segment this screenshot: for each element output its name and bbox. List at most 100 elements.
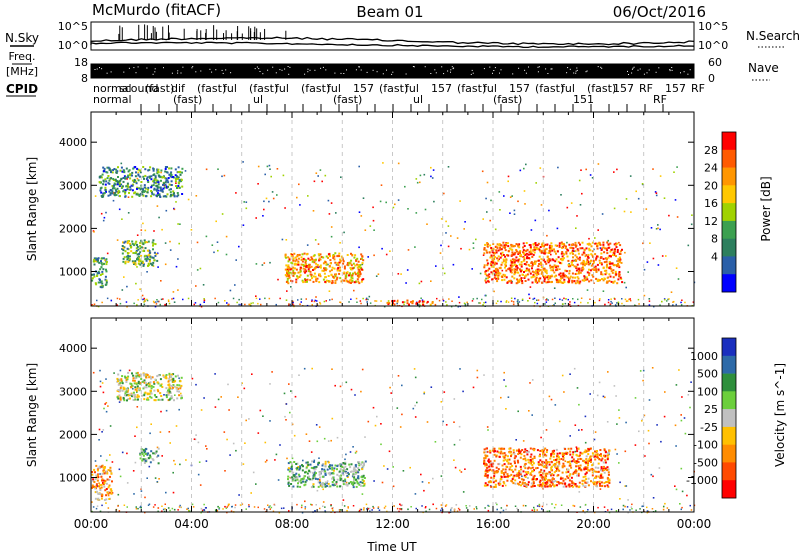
echo-cell xyxy=(569,373,571,375)
echo-cell xyxy=(547,275,550,278)
echo-cell xyxy=(180,394,183,397)
echo-cell xyxy=(532,243,535,246)
echo-cell xyxy=(240,303,242,306)
echo-cell xyxy=(544,481,547,484)
echo-cell xyxy=(136,387,139,390)
echo-cell xyxy=(287,480,290,483)
echo-cell xyxy=(383,305,386,308)
echo-cell xyxy=(358,265,361,268)
echo-cell xyxy=(99,176,102,179)
echo-cell xyxy=(287,275,290,277)
echo-cell xyxy=(627,271,629,273)
echo-cell xyxy=(551,482,554,485)
echo-cell xyxy=(139,263,142,266)
echo-cell xyxy=(625,198,628,200)
echo-cell xyxy=(134,260,137,263)
echo-cell xyxy=(221,213,224,215)
echo-cell xyxy=(523,263,526,265)
echo-cell xyxy=(164,195,167,198)
freq-speck xyxy=(163,67,164,69)
echo-cell xyxy=(539,261,542,264)
echo-cell xyxy=(574,241,577,244)
echo-cell xyxy=(245,419,247,422)
echo-cell xyxy=(486,211,488,213)
echo-cell xyxy=(142,454,145,457)
echo-cell xyxy=(526,269,528,272)
echo-cell xyxy=(99,466,102,469)
echo-cell xyxy=(317,481,320,484)
echo-cell xyxy=(546,243,549,246)
echo-cell xyxy=(603,251,606,254)
echo-cell xyxy=(413,368,416,370)
echo-cell xyxy=(345,472,348,474)
echo-cell xyxy=(459,439,461,441)
echo-cell xyxy=(553,459,555,462)
echo-cell xyxy=(144,190,147,193)
echo-cell xyxy=(315,265,318,268)
echo-cell xyxy=(351,253,354,256)
echo-cell xyxy=(350,264,353,267)
echo-cell xyxy=(330,504,332,507)
echo-cell xyxy=(574,484,577,487)
echo-cell xyxy=(156,481,159,483)
echo-cell xyxy=(98,261,101,264)
echo-cell xyxy=(172,291,175,293)
echo-cell xyxy=(517,245,519,248)
echo-cell xyxy=(354,394,356,396)
echo-cell xyxy=(169,374,172,377)
echo-cell xyxy=(262,215,264,217)
echo-cell xyxy=(157,300,159,303)
echo-cell xyxy=(440,475,443,477)
echo-cell xyxy=(342,467,345,469)
echo-cell xyxy=(277,278,279,281)
echo-cell xyxy=(277,479,280,481)
echo-cell xyxy=(497,276,500,279)
echo-cell xyxy=(217,301,220,304)
echo-cell xyxy=(576,387,579,389)
echo-cell xyxy=(562,458,565,461)
echo-cell xyxy=(121,252,124,255)
echo-cell xyxy=(109,454,111,456)
echo-cell xyxy=(302,267,305,270)
echo-cell xyxy=(593,438,596,441)
echo-cell xyxy=(562,303,564,305)
echo-cell xyxy=(151,256,154,259)
echo-cell xyxy=(541,485,544,488)
echo-cell xyxy=(177,387,180,390)
echo-cell xyxy=(619,250,622,253)
echo-cell xyxy=(541,271,544,274)
echo-cell xyxy=(612,269,615,272)
echo-cell xyxy=(535,276,538,279)
echo-cell xyxy=(489,219,491,222)
echo-cell xyxy=(158,478,160,480)
echo-cell xyxy=(561,299,564,301)
echo-cell xyxy=(483,264,486,267)
echo-cell xyxy=(576,276,579,279)
echo-cell xyxy=(612,276,615,279)
echo-cell xyxy=(578,485,581,488)
echo-cell xyxy=(493,290,495,293)
echo-cell xyxy=(161,228,163,231)
echo-cell xyxy=(545,429,548,431)
echo-cell xyxy=(546,255,549,258)
echo-cell xyxy=(532,253,535,256)
echo-cell xyxy=(536,449,539,452)
echo-cell xyxy=(396,302,398,305)
echo-cell xyxy=(614,270,617,273)
colorbar-tick-label: 28 xyxy=(704,144,718,157)
echo-cell xyxy=(118,468,121,471)
echo-cell xyxy=(577,257,580,260)
echo-cell xyxy=(509,259,512,262)
echo-cell xyxy=(540,436,542,439)
echo-cell xyxy=(177,171,180,173)
echo-cell xyxy=(421,481,424,483)
echo-cell xyxy=(283,392,286,395)
echo-cell xyxy=(213,251,215,254)
echo-cell xyxy=(569,265,572,268)
echo-cell xyxy=(356,480,359,483)
echo-cell xyxy=(515,439,517,441)
echo-cell xyxy=(385,201,387,204)
echo-cell xyxy=(531,457,534,460)
echo-cell xyxy=(330,282,333,285)
echo-cell xyxy=(534,272,537,275)
